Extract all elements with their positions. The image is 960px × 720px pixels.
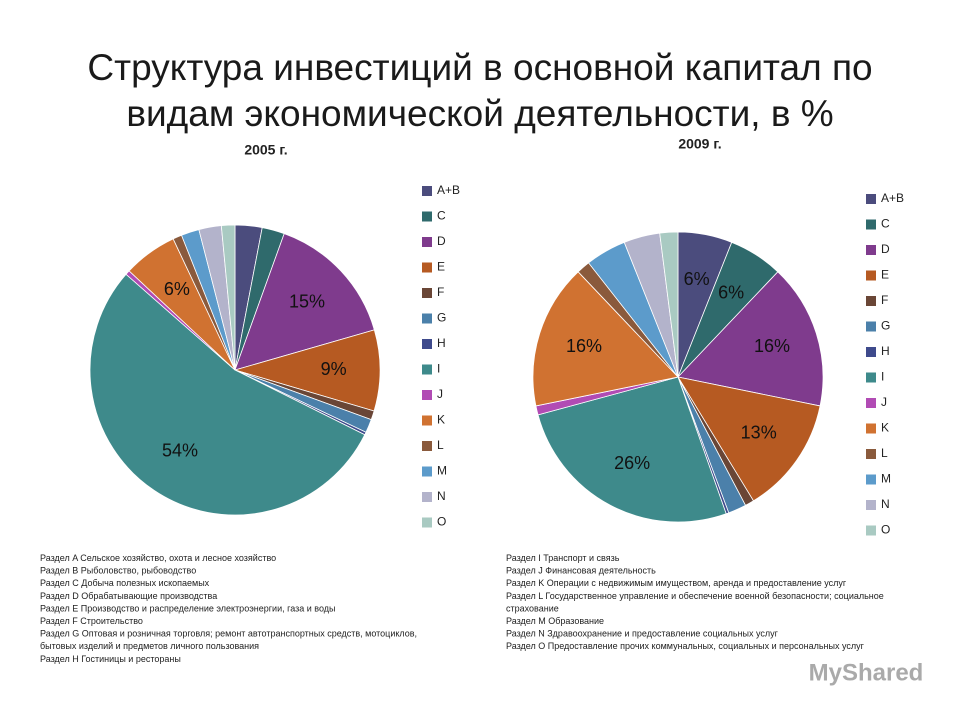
pie-slice [677, 376, 821, 502]
slide-title: видам экономической деятельности, в % [126, 93, 833, 134]
legend-swatch [866, 449, 876, 459]
legend-label: N [437, 489, 446, 503]
footnote: Раздел O Предоставление прочих коммуналь… [506, 641, 865, 651]
pie-slice [220, 224, 236, 371]
pie-slice [233, 329, 381, 412]
legend-label: G [881, 319, 890, 333]
legend-swatch [866, 245, 876, 255]
legend-swatch [422, 237, 432, 247]
footnote: Раздел A Сельское хозяйство, охота и лес… [40, 553, 276, 563]
legend-label: F [881, 293, 888, 307]
legend-swatch [866, 219, 876, 230]
chart-subtitle: 2005 г. [244, 142, 287, 158]
legend-swatch [866, 347, 876, 357]
pie-slice [659, 231, 679, 378]
data-label: 6% [718, 283, 744, 303]
legend-label: C [437, 209, 446, 223]
footnote: Раздел C Добыча полезных ископаемых [40, 578, 210, 588]
footnote: Раздел K Операции с недвижимым имущество… [506, 578, 847, 588]
legend-swatch [422, 441, 432, 451]
legend-swatch [866, 398, 876, 408]
pie-slice [537, 376, 727, 523]
footnote: Раздел E Производство и распределение эл… [40, 603, 335, 613]
footnote: Раздел J Финансовая деятельность [506, 566, 656, 576]
legend-label: K [437, 413, 445, 427]
legend-label: I [881, 370, 884, 384]
footnote: Раздел N Здравоохранение и предоставлени… [506, 629, 779, 639]
legend-swatch [866, 372, 876, 383]
legend-label: O [437, 515, 446, 529]
legend-swatch [866, 474, 876, 485]
legend-swatch [866, 270, 876, 281]
legend-label: K [881, 421, 889, 435]
legend-swatch [422, 492, 432, 502]
data-label: 54% [162, 441, 198, 461]
legend-swatch [866, 500, 876, 510]
legend-label: I [437, 362, 440, 376]
legend-swatch [422, 390, 432, 400]
legend-swatch [422, 262, 432, 273]
legend-swatch [866, 296, 876, 306]
footnote: Раздел I Транспорт и связь [506, 553, 620, 563]
legend-label: J [437, 387, 443, 401]
data-label: 9% [321, 359, 347, 379]
legend-label: N [881, 497, 890, 511]
slide-title: Структура инвестиций в основной капитал … [87, 47, 872, 88]
legend-label: D [437, 234, 446, 248]
footnote: Раздел D Обрабатывающие производства [40, 591, 217, 601]
pie-slice [89, 273, 366, 516]
footnote: Раздел G Оптовая и розничная торговля; р… [40, 629, 417, 639]
legend-label: F [437, 285, 444, 299]
legend-label: E [881, 268, 889, 282]
legend-label: L [437, 438, 444, 452]
legend-swatch [422, 364, 432, 375]
data-label: 13% [741, 422, 777, 442]
data-label: 6% [164, 279, 190, 299]
legend-label: A+B [437, 183, 460, 197]
legend-swatch [422, 517, 432, 528]
footnote: Раздел H Гостиницы и рестораны [40, 654, 181, 664]
legend-label: G [437, 311, 446, 325]
legend-label: E [437, 260, 445, 274]
pie-slice [677, 271, 824, 407]
footnote: Раздел M Образование [506, 616, 604, 626]
chart-subtitle: 2009 г. [678, 136, 721, 152]
legend-swatch [422, 186, 432, 196]
legend-swatch [422, 313, 432, 324]
footnote: страхование [506, 603, 559, 613]
footnote: Раздел L Государственное управление и об… [506, 591, 884, 601]
legend-swatch [866, 423, 876, 434]
legend-label: O [881, 523, 890, 537]
legend-swatch [866, 194, 876, 204]
footnote: бытовых изделий и предметов личного поль… [40, 641, 259, 651]
pie-slice [532, 271, 679, 407]
legend-label: H [881, 344, 890, 358]
legend-label: L [881, 446, 888, 460]
footnote: Раздел B Рыболовство, рыбоводство [40, 566, 196, 576]
legend-label: D [881, 242, 890, 256]
pie-slice [234, 233, 375, 371]
legend-swatch [422, 415, 432, 426]
legend-swatch [866, 525, 876, 536]
legend-label: M [881, 472, 891, 486]
legend-label: J [881, 395, 887, 409]
legend-label: C [881, 217, 890, 231]
data-label: 16% [566, 336, 602, 356]
legend-swatch [422, 466, 432, 477]
footnote: Раздел F Строительство [40, 616, 143, 626]
data-label: 26% [614, 453, 650, 473]
legend-swatch [422, 288, 432, 298]
legend-swatch [422, 211, 432, 222]
data-label: 6% [684, 269, 710, 289]
legend-label: M [437, 464, 447, 478]
data-label: 15% [289, 291, 325, 311]
watermark: MyShared [809, 659, 924, 686]
legend-label: H [437, 336, 446, 350]
legend-swatch [422, 339, 432, 349]
legend-swatch [866, 321, 876, 332]
legend-label: A+B [881, 191, 904, 205]
data-label: 16% [754, 336, 790, 356]
